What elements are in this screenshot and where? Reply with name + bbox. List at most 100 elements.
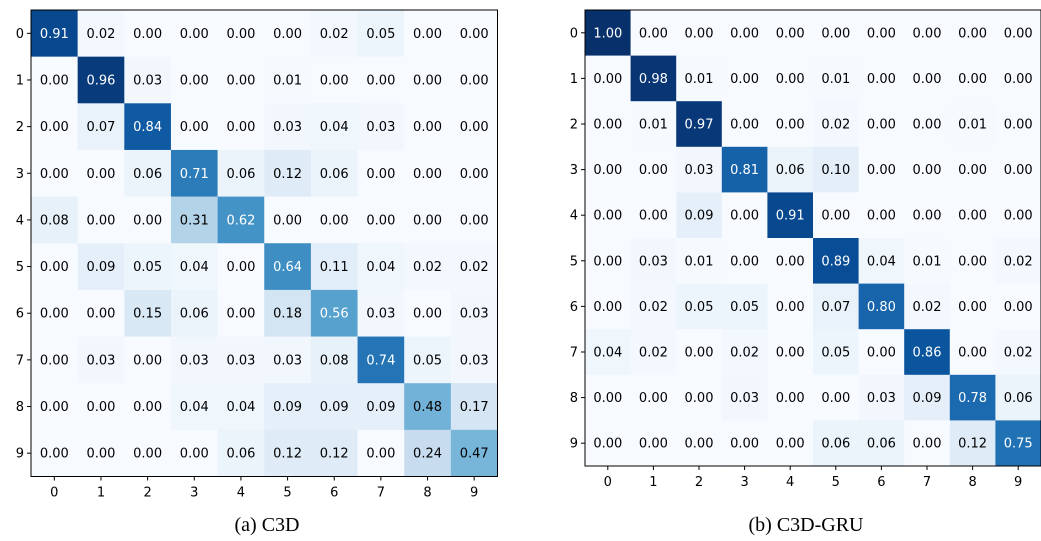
cell-value-label: 0.00 [180, 120, 209, 135]
y-tick-label: 9 [570, 437, 578, 452]
y-tick-label: 0 [570, 26, 578, 41]
heatmap-cell [450, 336, 498, 384]
heatmap-cell [264, 196, 312, 244]
heatmap-cell [585, 420, 631, 467]
heatmap-cell [813, 10, 859, 56]
heatmap-cell [904, 329, 951, 376]
y-tick-label: 1 [570, 72, 578, 87]
heatmap-cell [904, 101, 951, 148]
cell-value-label: 0.00 [593, 391, 622, 406]
heatmap-cell [450, 383, 498, 431]
cell-value-label: 0.00 [366, 447, 395, 462]
cell-value-label: 0.00 [40, 353, 69, 368]
heatmap-cell [585, 101, 631, 148]
cell-value-label: 0.06 [776, 163, 805, 178]
heatmap-cell [630, 55, 677, 102]
heatmap-cell [170, 149, 218, 197]
y-tick-label: 7 [570, 346, 578, 361]
cell-value-label: 0.00 [40, 120, 69, 135]
heatmap-cell [31, 289, 78, 337]
heatmap-cell [310, 289, 358, 337]
x-tick-label: 4 [237, 486, 245, 501]
cell-value-label: 0.00 [460, 167, 489, 182]
y-tick-label: 6 [570, 300, 578, 315]
cell-value-label: 0.15 [133, 307, 162, 322]
heatmap-cell [995, 192, 1041, 239]
cell-value-label: 0.06 [320, 167, 349, 182]
cell-value-label: 0.00 [593, 163, 622, 178]
cell-value-label: 0.00 [86, 167, 115, 182]
cell-value-label: 0.00 [133, 400, 162, 415]
y-tick-label: 5 [16, 260, 24, 275]
cell-value-label: 0.78 [958, 391, 987, 406]
heatmap-cell [585, 238, 631, 284]
heatmap-cell [77, 149, 125, 197]
heatmap-cell [357, 289, 405, 337]
heatmap-cell [124, 56, 172, 104]
heatmap-cell [676, 374, 723, 421]
cell-value-label: 0.00 [273, 213, 302, 228]
y-tick-label: 2 [570, 118, 578, 133]
cell-value-label: 0.00 [867, 346, 896, 361]
heatmap-cell [630, 101, 677, 148]
heatmap-cell [904, 283, 951, 330]
cell-value-label: 0.02 [1004, 254, 1033, 269]
heatmap-cell [357, 196, 405, 244]
cell-value-label: 0.00 [413, 120, 442, 135]
heatmap-cell [585, 10, 631, 56]
cell-value-label: 0.84 [133, 120, 162, 135]
cell-value-label: 0.09 [366, 400, 395, 415]
cell-value-label: 0.00 [821, 209, 850, 224]
heatmap-cell [217, 103, 265, 151]
cell-value-label: 0.00 [821, 26, 850, 41]
cell-value-label: 0.00 [413, 27, 442, 42]
heatmap-cell [813, 283, 859, 330]
cell-value-label: 0.04 [180, 400, 209, 415]
cell-value-label: 0.00 [593, 300, 622, 315]
cell-value-label: 0.00 [1004, 163, 1033, 178]
heatmap-cell [77, 429, 125, 477]
heatmap-cell [170, 196, 218, 244]
heatmap-cell [217, 196, 265, 244]
cell-value-label: 0.12 [958, 437, 987, 452]
heatmap-cell [858, 55, 905, 102]
heatmap-cell [77, 243, 125, 291]
heatmap-cell [904, 238, 951, 284]
heatmap-cell [858, 146, 905, 193]
cell-value-label: 0.03 [226, 353, 255, 368]
cell-value-label: 0.97 [685, 118, 714, 133]
cell-value-label: 0.02 [639, 346, 668, 361]
heatmap-cell [995, 146, 1041, 193]
cell-value-label: 0.03 [366, 307, 395, 322]
cell-value-label: 0.00 [776, 254, 805, 269]
cell-value-label: 0.00 [913, 163, 942, 178]
cell-value-label: 0.03 [639, 254, 668, 269]
cell-value-label: 0.07 [86, 120, 115, 135]
heatmap-cell [630, 283, 677, 330]
cell-value-label: 0.00 [226, 120, 255, 135]
heatmap-cell [813, 238, 859, 284]
heatmap-cell [767, 146, 814, 193]
heatmap-cell [949, 420, 996, 467]
confusion-matrix-c3d-gru: 1.00 0.00 0.00 0.00 0.00 0.00 0.00 0.00 0.00 0.00… [570, 9, 1041, 490]
cell-value-label: 0.06 [867, 437, 896, 452]
cell-value-label: 0.91 [776, 209, 805, 224]
heatmap-cell [124, 429, 172, 477]
heatmap-cell [630, 192, 677, 239]
heatmap-cell [813, 55, 859, 102]
cell-value-label: 0.03 [133, 73, 162, 88]
heatmap-cell [904, 55, 951, 102]
cell-value-label: 0.00 [1004, 26, 1033, 41]
y-tick-label: 9 [16, 447, 24, 462]
heatmap-cell [450, 103, 498, 151]
x-tick-label: 5 [283, 486, 291, 501]
cell-value-label: 0.00 [958, 300, 987, 315]
heatmap-cell [170, 289, 218, 337]
cell-value-label: 0.01 [958, 118, 987, 133]
x-tick-label: 7 [923, 475, 931, 490]
heatmap-cell [217, 243, 265, 291]
cell-value-label: 0.09 [685, 209, 714, 224]
y-tick-label: 0 [16, 27, 24, 42]
heatmap-cell [170, 383, 218, 431]
